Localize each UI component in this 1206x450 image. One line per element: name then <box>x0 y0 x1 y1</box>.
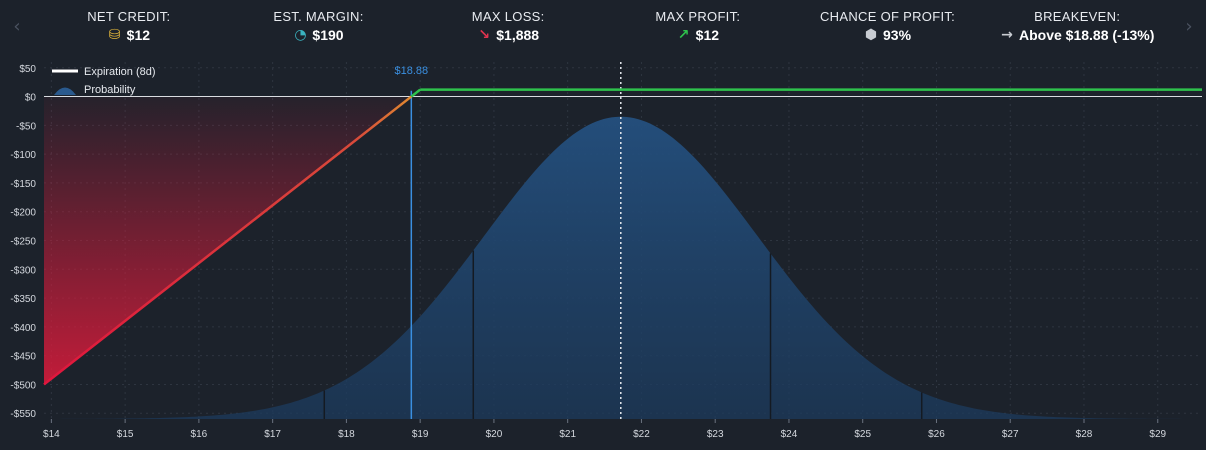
stat-label: CHANCE OF PROFIT: <box>819 9 956 24</box>
x-tick-label: $15 <box>117 429 134 440</box>
stat-value: → Above $18.88 (-13%) <box>1000 27 1154 43</box>
stat-value-text: 93% <box>883 27 912 43</box>
stat-label: NET CREDIT: <box>87 9 171 24</box>
payoff-loss-segment <box>43 95 413 386</box>
stat-value-text: Above $18.88 (-13%) <box>1018 27 1155 43</box>
x-tick-label: $23 <box>707 429 724 440</box>
y-tick-label: -$500 <box>10 380 36 391</box>
stat-item: NET CREDIT: ⛁ $12 <box>34 0 224 52</box>
stat-label: MAX PROFIT: <box>655 9 741 24</box>
x-tick-label: $18 <box>338 429 355 440</box>
stat-value-text: $12 <box>126 27 151 43</box>
stat-value-text: $190 <box>312 27 344 43</box>
stat-label: EST. MARGIN: <box>273 9 364 24</box>
stat-value: ⛁ $12 <box>108 27 150 43</box>
legend: Expiration (8d) Probability <box>52 66 156 96</box>
x-tick-label: $20 <box>486 429 503 440</box>
payoff-transition-segment <box>410 88 421 98</box>
x-tick-label: $29 <box>1149 429 1166 440</box>
stat-item: EST. MARGIN: ◔ $190 <box>224 0 414 52</box>
y-tick-label: -$400 <box>10 323 36 334</box>
y-tick-label: $50 <box>19 64 36 75</box>
stat-row: NET CREDIT: ⛁ $12 EST. MARGIN: ◔ $190 MAX LOSS… <box>34 0 1172 52</box>
x-tick-label: $19 <box>412 429 429 440</box>
legend-label-expiration: Expiration (8d) <box>84 66 156 78</box>
coins-icon: ⛁ <box>108 27 121 43</box>
stat-item: CHANCE OF PROFIT: ⬢ 93% <box>793 0 983 52</box>
stat-item: BREAKEVEN: → Above $18.88 (-13%) <box>982 0 1172 52</box>
arrow-right-icon: → <box>1001 27 1013 43</box>
breakeven-label: $18.88 <box>394 65 428 77</box>
y-tick-label: -$50 <box>16 121 36 132</box>
dice-icon: ⬢ <box>864 27 878 43</box>
x-tick-label: $22 <box>633 429 650 440</box>
y-tick-label: -$200 <box>10 208 36 219</box>
x-tick-label: $14 <box>43 429 60 440</box>
x-tick-label: $27 <box>1002 429 1019 440</box>
pnl-chart: $18.88 $50 $0 -$50 -$100 -$150 -$200 -$250 -$300… <box>10 62 1202 440</box>
chart-area: $18.88 $50 $0 -$50 -$100 -$150 -$200 -$250 -$300… <box>0 52 1206 445</box>
prev-arrow-button[interactable]: ‹ <box>13 15 21 37</box>
y-tick-label: -$450 <box>10 352 36 363</box>
y-tick-label: -$150 <box>10 179 36 190</box>
stat-value: ⬢ 93% <box>864 27 911 43</box>
pie-chart-icon: ◔ <box>294 27 307 43</box>
y-tick-label: -$350 <box>10 294 36 305</box>
x-tick-label: $21 <box>559 429 576 440</box>
stat-item: MAX PROFIT: ↗ $12 <box>603 0 793 52</box>
legend-label-probability: Probability <box>84 84 136 96</box>
stat-label: BREAKEVEN: <box>1034 9 1121 24</box>
y-tick-label: -$250 <box>10 237 36 248</box>
x-tick-label: $16 <box>191 429 208 440</box>
stat-value: ◔ $190 <box>293 27 343 43</box>
x-tick-label: $24 <box>781 429 798 440</box>
legend-swatch-probability <box>54 87 76 95</box>
next-arrow-button[interactable]: › <box>1185 15 1193 37</box>
stat-value-text: $12 <box>695 27 720 43</box>
arrow-down-right-icon: ↘ <box>478 27 491 43</box>
x-tick-label: $28 <box>1076 429 1093 440</box>
probability-area <box>44 116 1202 419</box>
stats-bar: ‹ NET CREDIT: ⛁ $12 EST. MARGIN: ◔ $190 MAX LO… <box>0 0 1206 52</box>
x-tick-label: $25 <box>854 429 871 440</box>
y-tick-label: -$550 <box>10 409 36 420</box>
x-tick-label: $17 <box>264 429 281 440</box>
y-tick-label: $0 <box>25 93 37 104</box>
y-tick-label: -$300 <box>10 265 36 276</box>
stat-value-text: $1,888 <box>496 27 540 43</box>
arrow-up-right-icon: ↗ <box>677 27 690 43</box>
stat-item: MAX LOSS: ↘ $1,888 <box>413 0 603 52</box>
x-tick-label: $26 <box>928 429 945 440</box>
stat-value: ↗ $12 <box>677 27 719 43</box>
stat-value: ↘ $1,888 <box>477 27 539 43</box>
y-tick-label: -$100 <box>10 150 36 161</box>
stat-label: MAX LOSS: <box>471 9 545 24</box>
